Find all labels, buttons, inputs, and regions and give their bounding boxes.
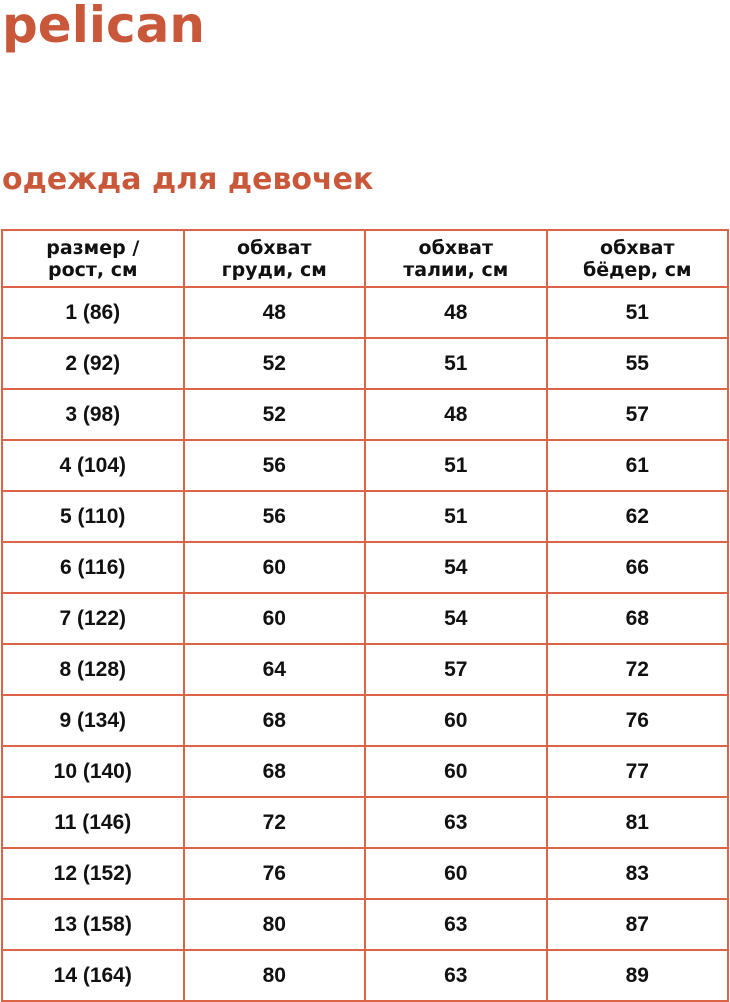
header-line: бёдер, см <box>582 258 692 281</box>
cell-waist: 60 <box>364 847 548 900</box>
cell-size-height: 7 (122) <box>1 592 185 645</box>
cell-hips: 61 <box>545 439 729 492</box>
cell-hips: 51 <box>545 286 729 339</box>
cell-waist: 48 <box>364 286 548 339</box>
header-line: рост, см <box>47 258 138 281</box>
page-title: одежда для девочек <box>2 162 374 197</box>
cell-waist: 51 <box>364 439 548 492</box>
cell-size-height: 14 (164) <box>1 949 185 1002</box>
cell-hips: 77 <box>545 745 729 798</box>
cell-chest: 48 <box>182 286 366 339</box>
column-header-size-height: размер / рост, см <box>1 229 185 288</box>
cell-waist: 57 <box>364 643 548 696</box>
table-row: 13 (158) 80 63 87 <box>1 898 729 951</box>
cell-chest: 76 <box>182 847 366 900</box>
cell-waist: 60 <box>364 745 548 798</box>
cell-size-height: 8 (128) <box>1 643 185 696</box>
table-row: 3 (98) 52 48 57 <box>1 388 729 441</box>
cell-size-height: 6 (116) <box>1 541 185 594</box>
cell-size-height: 3 (98) <box>1 388 185 441</box>
header-line: обхват <box>237 236 312 259</box>
cell-size-height: 9 (134) <box>1 694 185 747</box>
pelican-logo: pelican <box>2 0 205 54</box>
cell-hips: 57 <box>545 388 729 441</box>
column-header-hips: обхват бёдер, см <box>545 229 729 288</box>
cell-hips: 81 <box>545 796 729 849</box>
cell-hips: 72 <box>545 643 729 696</box>
cell-chest: 56 <box>182 439 366 492</box>
cell-waist: 54 <box>364 592 548 645</box>
cell-chest: 60 <box>182 541 366 594</box>
size-chart-table: размер / рост, см обхват груди, см обхват тал… <box>1 229 729 1002</box>
table-row: 6 (116) 60 54 66 <box>1 541 729 594</box>
cell-hips: 76 <box>545 694 729 747</box>
cell-chest: 72 <box>182 796 366 849</box>
cell-waist: 63 <box>364 796 548 849</box>
cell-hips: 62 <box>545 490 729 543</box>
cell-hips: 55 <box>545 337 729 390</box>
table-row: 4 (104) 56 51 61 <box>1 439 729 492</box>
cell-chest: 80 <box>182 898 366 951</box>
cell-size-height: 4 (104) <box>1 439 185 492</box>
header-line: обхват <box>418 236 493 259</box>
cell-waist: 51 <box>364 490 548 543</box>
table-row: 11 (146) 72 63 81 <box>1 796 729 849</box>
cell-size-height: 5 (110) <box>1 490 185 543</box>
table-row: 9 (134) 68 60 76 <box>1 694 729 747</box>
cell-waist: 63 <box>364 949 548 1002</box>
table-header-row: размер / рост, см обхват груди, см обхват тал… <box>1 229 729 288</box>
header-line: размер / <box>46 236 140 259</box>
table-row: 12 (152) 76 60 83 <box>1 847 729 900</box>
cell-size-height: 10 (140) <box>1 745 185 798</box>
cell-chest: 80 <box>182 949 366 1002</box>
cell-hips: 83 <box>545 847 729 900</box>
cell-chest: 68 <box>182 694 366 747</box>
cell-size-height: 12 (152) <box>1 847 185 900</box>
table-row: 10 (140) 68 60 77 <box>1 745 729 798</box>
cell-size-height: 1 (86) <box>1 286 185 339</box>
cell-waist: 48 <box>364 388 548 441</box>
cell-chest: 56 <box>182 490 366 543</box>
cell-chest: 68 <box>182 745 366 798</box>
cell-size-height: 2 (92) <box>1 337 185 390</box>
cell-hips: 89 <box>545 949 729 1002</box>
cell-waist: 60 <box>364 694 548 747</box>
cell-chest: 52 <box>182 337 366 390</box>
table-row: 8 (128) 64 57 72 <box>1 643 729 696</box>
header-line: груди, см <box>221 258 327 281</box>
cell-size-height: 11 (146) <box>1 796 185 849</box>
table-row: 7 (122) 60 54 68 <box>1 592 729 645</box>
column-header-chest: обхват груди, см <box>182 229 366 288</box>
column-header-waist: обхват талии, см <box>364 229 548 288</box>
header-line: обхват <box>600 236 675 259</box>
table-row: 2 (92) 52 51 55 <box>1 337 729 390</box>
table-row: 1 (86) 48 48 51 <box>1 286 729 339</box>
table-row: 14 (164) 80 63 89 <box>1 949 729 1002</box>
cell-hips: 68 <box>545 592 729 645</box>
cell-chest: 52 <box>182 388 366 441</box>
header-line: талии, см <box>403 258 509 281</box>
cell-hips: 87 <box>545 898 729 951</box>
cell-waist: 63 <box>364 898 548 951</box>
cell-waist: 54 <box>364 541 548 594</box>
table-row: 5 (110) 56 51 62 <box>1 490 729 543</box>
cell-hips: 66 <box>545 541 729 594</box>
cell-chest: 64 <box>182 643 366 696</box>
cell-size-height: 13 (158) <box>1 898 185 951</box>
cell-chest: 60 <box>182 592 366 645</box>
cell-waist: 51 <box>364 337 548 390</box>
